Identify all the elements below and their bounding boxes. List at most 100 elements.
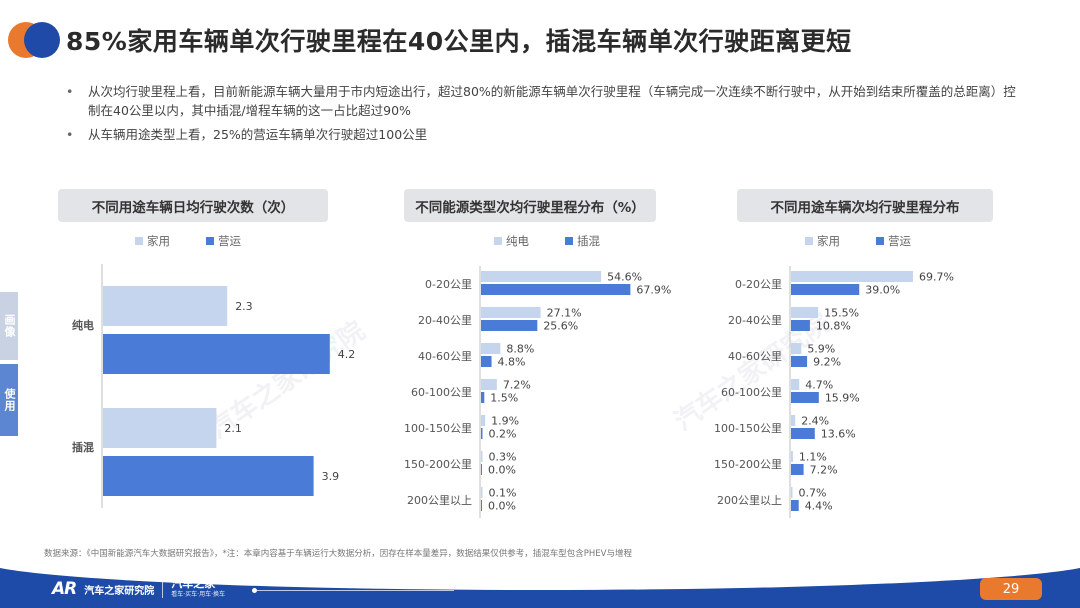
chart-2-title: 不同能源类型次均行驶里程分布（%） (404, 189, 656, 222)
category-label: 100-150公里 (714, 422, 782, 435)
footer-mark-icon: AR (52, 579, 77, 599)
bar-series-a (481, 271, 602, 282)
legend-item: 家用 (805, 233, 840, 249)
category-label: 100-150公里 (404, 422, 472, 435)
side-tab-usage[interactable]: 使用 (0, 364, 18, 436)
value-label: 67.9% (636, 284, 671, 297)
bar-series-a (103, 408, 217, 448)
category-label: 0-20公里 (425, 278, 472, 291)
bar-series-b (791, 284, 860, 295)
value-label: 4.4% (805, 500, 833, 513)
legend-item: 营运 (876, 233, 911, 249)
bar-series-a (481, 451, 483, 462)
bullet-item: 从次均行驶里程上看，目前新能源车辆大量用于市内短途出行，超过80%的新能源车辆单… (66, 82, 1026, 120)
data-source-note: 数据来源：《中国新能源汽车大数据研究报告》，*注：本章内容基于车辆运行大数据分析… (44, 549, 632, 559)
bar-series-a (481, 343, 501, 354)
value-label: 4.7% (805, 379, 833, 392)
chart-3-plot: 0-20公里 69.7% 39.0% 20-40公里 15.5%10.8% 40-60公里… (714, 266, 954, 518)
bar-series-b (481, 320, 538, 331)
bar-series-b (481, 428, 483, 439)
bar-series-a (481, 487, 483, 498)
category-label: 60-100公里 (721, 386, 782, 399)
value-label: 4.2 (338, 348, 356, 361)
legend-label: 家用 (147, 234, 170, 248)
value-label: 1.9% (491, 415, 519, 428)
bar-series-a (791, 379, 800, 390)
value-label: 10.8% (816, 320, 851, 333)
value-label: 25.6% (543, 320, 578, 333)
legend-item: 插混 (565, 233, 600, 249)
value-label: 8.8% (506, 343, 534, 356)
chart-2-plot: 0-20公里 54.6%67.9% 20-40公里 27.1%25.6% 40-60公里… (404, 266, 671, 518)
bar-series-a (481, 415, 486, 426)
legend-label: 营运 (218, 234, 241, 248)
value-label: 5.9% (807, 343, 835, 356)
legend-label: 家用 (817, 234, 840, 248)
value-label: 0.0% (488, 464, 516, 477)
footer-brand-main: 汽车之家 (171, 577, 216, 590)
value-label: 1.5% (490, 392, 518, 405)
legend-swatch-dark (565, 237, 573, 245)
footer-institute-name: 汽车之家研究院 (84, 585, 155, 597)
bar-series-b (481, 284, 631, 295)
value-label: 15.5% (824, 307, 859, 320)
chart-1-title: 不同用途车辆日均行驶次数（次） (58, 189, 328, 222)
side-tab-portrait[interactable]: 画像 (0, 292, 18, 360)
value-label: 54.6% (607, 271, 642, 284)
bar-series-a (791, 307, 819, 318)
legend-swatch-light (135, 237, 143, 245)
chart-3-legend: 家用 营运 (805, 233, 911, 249)
bar-series-b (791, 464, 804, 475)
chart-1-legend: 家用 营运 (135, 233, 241, 249)
value-label: 2.3 (235, 300, 253, 313)
legend-swatch-dark (206, 237, 214, 245)
summary-bullets: 从次均行驶里程上看，目前新能源车辆大量用于市内短途出行，超过80%的新能源车辆单… (66, 82, 1026, 149)
value-label: 4.8% (498, 356, 526, 369)
bar-series-a (791, 487, 793, 498)
value-label: 13.6% (821, 428, 856, 441)
bar-series-b (103, 334, 330, 374)
bar-series-a (791, 271, 913, 282)
bar-series-a (791, 343, 802, 354)
bar-series-a (791, 451, 793, 462)
value-label: 9.2% (813, 356, 841, 369)
bar-series-a (791, 415, 796, 426)
bar-series-b (481, 356, 492, 367)
value-label: 15.9% (825, 392, 860, 405)
category-label: 纯电 (72, 318, 94, 332)
value-label: 69.7% (919, 271, 954, 284)
category-label: 40-60公里 (418, 350, 472, 363)
bar-series-b (481, 464, 482, 475)
value-label: 27.1% (547, 307, 582, 320)
category-label: 0-20公里 (735, 278, 782, 291)
chart-2-legend: 纯电 插混 (494, 233, 600, 249)
footer-line (254, 590, 454, 591)
footer-brand: 汽车之家 看车·买车·用车·换车 (171, 578, 225, 600)
footer-logo: AR 汽车之家研究院 汽车之家 看车·买车·用车·换车 (52, 578, 225, 600)
legend-label: 营运 (888, 234, 911, 248)
bar-series-b (481, 500, 482, 511)
category-label: 200公里以上 (407, 494, 472, 507)
legend-swatch-light (805, 237, 813, 245)
value-label: 0.7% (799, 487, 827, 500)
category-label: 60-100公里 (411, 386, 472, 399)
value-label: 0.2% (489, 428, 517, 441)
legend-swatch-light (494, 237, 502, 245)
footer-divider (162, 580, 164, 598)
bullet-item: 从车辆用途类型上看，25%的营运车辆单次行驶超过100公里 (66, 125, 1026, 144)
legend-item: 家用 (135, 233, 170, 249)
value-label: 7.2% (810, 464, 838, 477)
category-label: 150-200公里 (404, 458, 472, 471)
category-label: 40-60公里 (728, 350, 782, 363)
page-number-badge: 29 (980, 578, 1042, 600)
footer-brand-sub: 看车·买车·用车·换车 (171, 591, 225, 598)
value-label: 39.0% (865, 284, 900, 297)
value-label: 3.9 (322, 470, 340, 483)
bar-series-b (791, 320, 810, 331)
bar-series-b (791, 356, 808, 367)
bar-series-b (791, 500, 799, 511)
header-logo-dots (8, 22, 60, 58)
category-label: 插混 (72, 440, 94, 454)
legend-label: 纯电 (506, 234, 529, 248)
legend-item: 纯电 (494, 233, 529, 249)
